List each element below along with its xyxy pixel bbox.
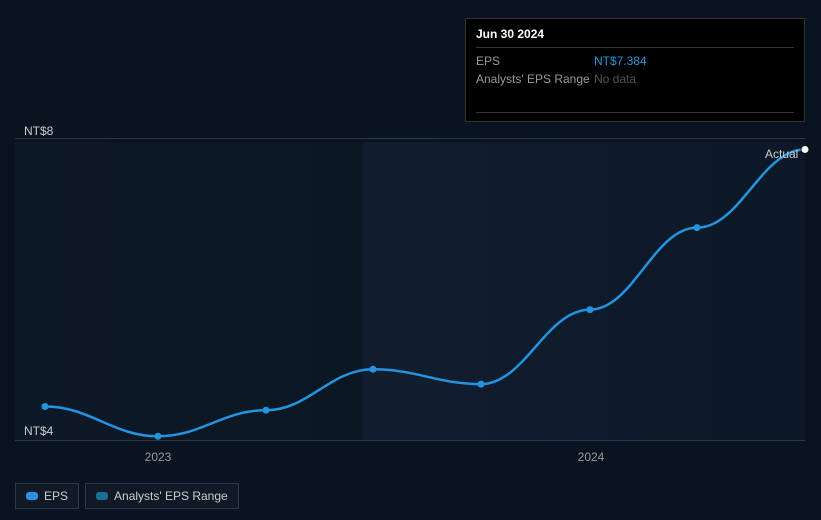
tooltip-row-eps: EPS NT$7.384 xyxy=(476,52,794,70)
x-tick-label-2023: 2023 xyxy=(145,450,172,464)
legend-item-range[interactable]: Analysts' EPS Range xyxy=(85,483,239,509)
eps-point[interactable] xyxy=(42,403,49,410)
eps-point[interactable] xyxy=(155,433,162,440)
gridline-y8 xyxy=(15,138,805,139)
legend-label-eps: EPS xyxy=(44,489,68,503)
legend-item-eps[interactable]: EPS xyxy=(15,483,79,509)
eps-point[interactable] xyxy=(694,224,701,231)
tooltip-key-eps: EPS xyxy=(476,54,594,68)
x-tick-label-2024: 2024 xyxy=(578,450,605,464)
tooltip-row-range: Analysts' EPS Range No data xyxy=(476,70,794,88)
eps-point[interactable] xyxy=(478,381,485,388)
chart-tooltip: Jun 30 2024 EPS NT$7.384 Analysts' EPS R… xyxy=(465,18,805,122)
actual-end-dot xyxy=(801,145,809,153)
legend-swatch-eps xyxy=(26,492,38,500)
actual-label: Actual xyxy=(765,147,798,161)
eps-line xyxy=(45,149,805,436)
tooltip-divider xyxy=(476,112,794,113)
eps-point[interactable] xyxy=(587,306,594,313)
tooltip-key-range: Analysts' EPS Range xyxy=(476,72,594,86)
y-tick-label-8: NT$8 xyxy=(24,124,53,138)
legend-label-range: Analysts' EPS Range xyxy=(114,489,228,503)
eps-chart: NT$8 NT$4 2023 2024 Actual Jun 30 2024 E… xyxy=(0,0,821,520)
y-tick-label-4: NT$4 xyxy=(24,424,53,438)
eps-point[interactable] xyxy=(370,366,377,373)
chart-svg xyxy=(15,142,805,440)
tooltip-date: Jun 30 2024 xyxy=(476,27,794,48)
legend: EPS Analysts' EPS Range xyxy=(15,483,239,509)
eps-point[interactable] xyxy=(263,407,270,414)
tooltip-val-eps: NT$7.384 xyxy=(594,54,647,68)
legend-swatch-range xyxy=(96,492,108,500)
gridline-y4 xyxy=(15,440,805,441)
tooltip-val-range: No data xyxy=(594,72,636,86)
